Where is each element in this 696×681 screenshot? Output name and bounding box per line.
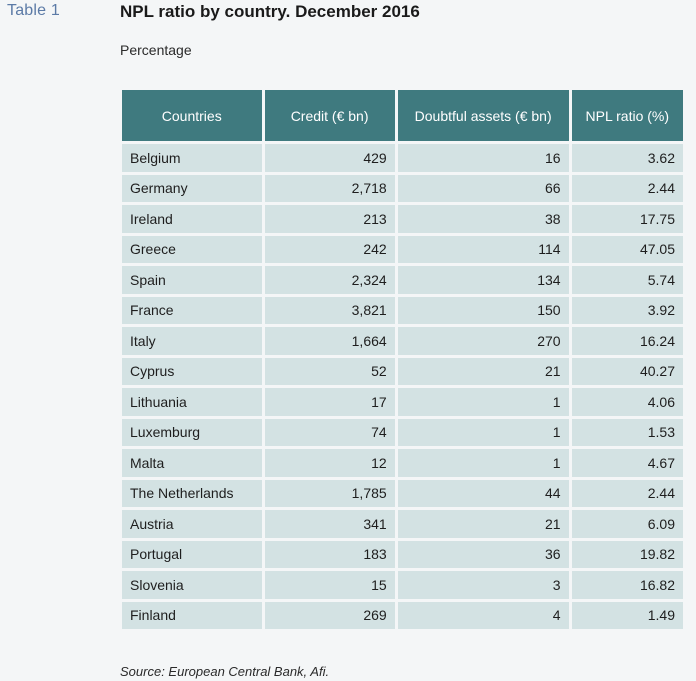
table-header-row: Countries Credit (€ bn) Doubtful assets … <box>122 90 683 141</box>
country-cell: The Netherlands <box>122 479 262 507</box>
table-body: Belgium 429 16 3.62 Germany 2,718 66 2.44 Irelan… <box>122 144 683 629</box>
country-cell: Austria <box>122 510 262 538</box>
credit-cell: 12 <box>264 449 395 477</box>
doubtful-assets-cell: 21 <box>397 510 569 538</box>
doubtful-assets-cell: 3 <box>397 571 569 599</box>
credit-cell: 3,821 <box>264 296 395 324</box>
column-header-countries: Countries <box>122 90 262 141</box>
npl-ratio-cell: 1.49 <box>571 601 683 629</box>
credit-cell: 2,324 <box>264 266 395 294</box>
credit-cell: 1,664 <box>264 327 395 355</box>
country-cell: Greece <box>122 235 262 263</box>
doubtful-assets-cell: 134 <box>397 266 569 294</box>
table-row: Italy 1,664 270 16.24 <box>122 327 683 355</box>
doubtful-assets-cell: 1 <box>397 418 569 446</box>
table-row: Greece 242 114 47.05 <box>122 235 683 263</box>
npl-ratio-cell: 2.44 <box>571 174 683 202</box>
credit-cell: 429 <box>264 144 395 172</box>
table-row: Luxemburg 74 1 1.53 <box>122 418 683 446</box>
npl-ratio-cell: 16.24 <box>571 327 683 355</box>
credit-cell: 74 <box>264 418 395 446</box>
npl-ratio-cell: 2.44 <box>571 479 683 507</box>
column-header-credit: Credit (€ bn) <box>264 90 395 141</box>
table-number-label: Table 1 <box>7 2 60 19</box>
npl-ratio-cell: 47.05 <box>571 235 683 263</box>
table-row: Slovenia 15 3 16.82 <box>122 571 683 599</box>
country-cell: Ireland <box>122 205 262 233</box>
doubtful-assets-cell: 36 <box>397 540 569 568</box>
doubtful-assets-cell: 21 <box>397 357 569 385</box>
column-header-doubtful-assets: Doubtful assets (€ bn) <box>397 90 569 141</box>
country-cell: Lithuania <box>122 388 262 416</box>
doubtful-assets-cell: 270 <box>397 327 569 355</box>
credit-cell: 213 <box>264 205 395 233</box>
column-header-npl-ratio: NPL ratio (%) <box>571 90 683 141</box>
table-row: Finland 269 4 1.49 <box>122 601 683 629</box>
npl-ratio-cell: 3.62 <box>571 144 683 172</box>
source-note: Source: European Central Bank, Afi. <box>120 664 330 679</box>
npl-ratio-cell: 6.09 <box>571 510 683 538</box>
credit-cell: 269 <box>264 601 395 629</box>
country-cell: Cyprus <box>122 357 262 385</box>
doubtful-assets-cell: 16 <box>397 144 569 172</box>
table-row: Austria 341 21 6.09 <box>122 510 683 538</box>
credit-cell: 52 <box>264 357 395 385</box>
country-cell: Portugal <box>122 540 262 568</box>
doubtful-assets-cell: 66 <box>397 174 569 202</box>
country-cell: Spain <box>122 266 262 294</box>
country-cell: Luxemburg <box>122 418 262 446</box>
credit-cell: 341 <box>264 510 395 538</box>
credit-cell: 242 <box>264 235 395 263</box>
npl-ratio-cell: 17.75 <box>571 205 683 233</box>
doubtful-assets-cell: 1 <box>397 449 569 477</box>
credit-cell: 1,785 <box>264 479 395 507</box>
npl-ratio-cell: 3.92 <box>571 296 683 324</box>
country-cell: Germany <box>122 174 262 202</box>
table-row: Cyprus 52 21 40.27 <box>122 357 683 385</box>
table-row: Belgium 429 16 3.62 <box>122 144 683 172</box>
country-cell: Slovenia <box>122 571 262 599</box>
table-row: Portugal 183 36 19.82 <box>122 540 683 568</box>
table-subtitle: Percentage <box>120 42 192 58</box>
table-title: NPL ratio by country. December 2016 <box>120 2 420 21</box>
npl-ratio-cell: 40.27 <box>571 357 683 385</box>
npl-ratio-cell: 19.82 <box>571 540 683 568</box>
country-cell: Italy <box>122 327 262 355</box>
table-row: Ireland 213 38 17.75 <box>122 205 683 233</box>
table-row: Lithuania 17 1 4.06 <box>122 388 683 416</box>
doubtful-assets-cell: 44 <box>397 479 569 507</box>
doubtful-assets-cell: 114 <box>397 235 569 263</box>
npl-ratio-cell: 1.53 <box>571 418 683 446</box>
doubtful-assets-cell: 38 <box>397 205 569 233</box>
doubtful-assets-cell: 150 <box>397 296 569 324</box>
credit-cell: 183 <box>264 540 395 568</box>
npl-ratio-cell: 4.06 <box>571 388 683 416</box>
doubtful-assets-cell: 1 <box>397 388 569 416</box>
table-row: France 3,821 150 3.92 <box>122 296 683 324</box>
country-cell: Finland <box>122 601 262 629</box>
table-row: Malta 12 1 4.67 <box>122 449 683 477</box>
country-cell: Belgium <box>122 144 262 172</box>
credit-cell: 15 <box>264 571 395 599</box>
npl-table: Countries Credit (€ bn) Doubtful assets … <box>119 87 686 632</box>
country-cell: France <box>122 296 262 324</box>
doubtful-assets-cell: 4 <box>397 601 569 629</box>
table-row: The Netherlands 1,785 44 2.44 <box>122 479 683 507</box>
table-row: Germany 2,718 66 2.44 <box>122 174 683 202</box>
credit-cell: 2,718 <box>264 174 395 202</box>
table-row: Spain 2,324 134 5.74 <box>122 266 683 294</box>
npl-ratio-cell: 4.67 <box>571 449 683 477</box>
npl-ratio-cell: 5.74 <box>571 266 683 294</box>
country-cell: Malta <box>122 449 262 477</box>
credit-cell: 17 <box>264 388 395 416</box>
npl-ratio-cell: 16.82 <box>571 571 683 599</box>
